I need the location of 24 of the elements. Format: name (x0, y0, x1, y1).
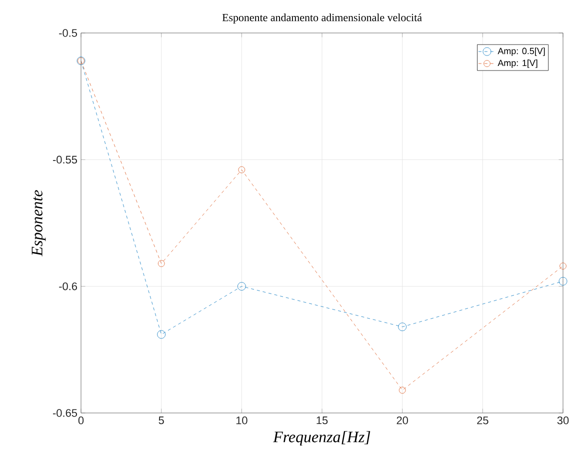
chart-title: Esponente andamento adimensionale velocitá (222, 14, 422, 24)
y-tick-label: -0.55 (52, 156, 78, 164)
y-tick-label: -0.65 (52, 409, 78, 417)
x-tick-label: 5 (158, 416, 164, 424)
point (238, 166, 246, 174)
legend-label: Amp: 1[V] (498, 60, 538, 68)
y-tick-label: -0.6 (59, 282, 77, 290)
point (398, 322, 407, 332)
legend-label: Amp: 0.5[V] (498, 48, 545, 56)
point (560, 262, 566, 270)
x-tick-label: 30 (557, 416, 569, 424)
x-tick-label: 25 (477, 416, 488, 424)
y-axis-title: Esponente (32, 190, 46, 256)
point (157, 330, 166, 339)
x-tick-label: 15 (316, 416, 328, 424)
x-tick-label: 10 (236, 416, 248, 424)
point (158, 260, 165, 267)
y-tick-label: -0.5 (59, 29, 78, 37)
point (558, 277, 568, 286)
x-axis-title: Frequenza[Hz] (273, 431, 370, 446)
x-tick-label: 0 (78, 416, 84, 424)
x-tick-label: 20 (396, 416, 408, 424)
point (398, 386, 406, 394)
point (237, 282, 246, 290)
